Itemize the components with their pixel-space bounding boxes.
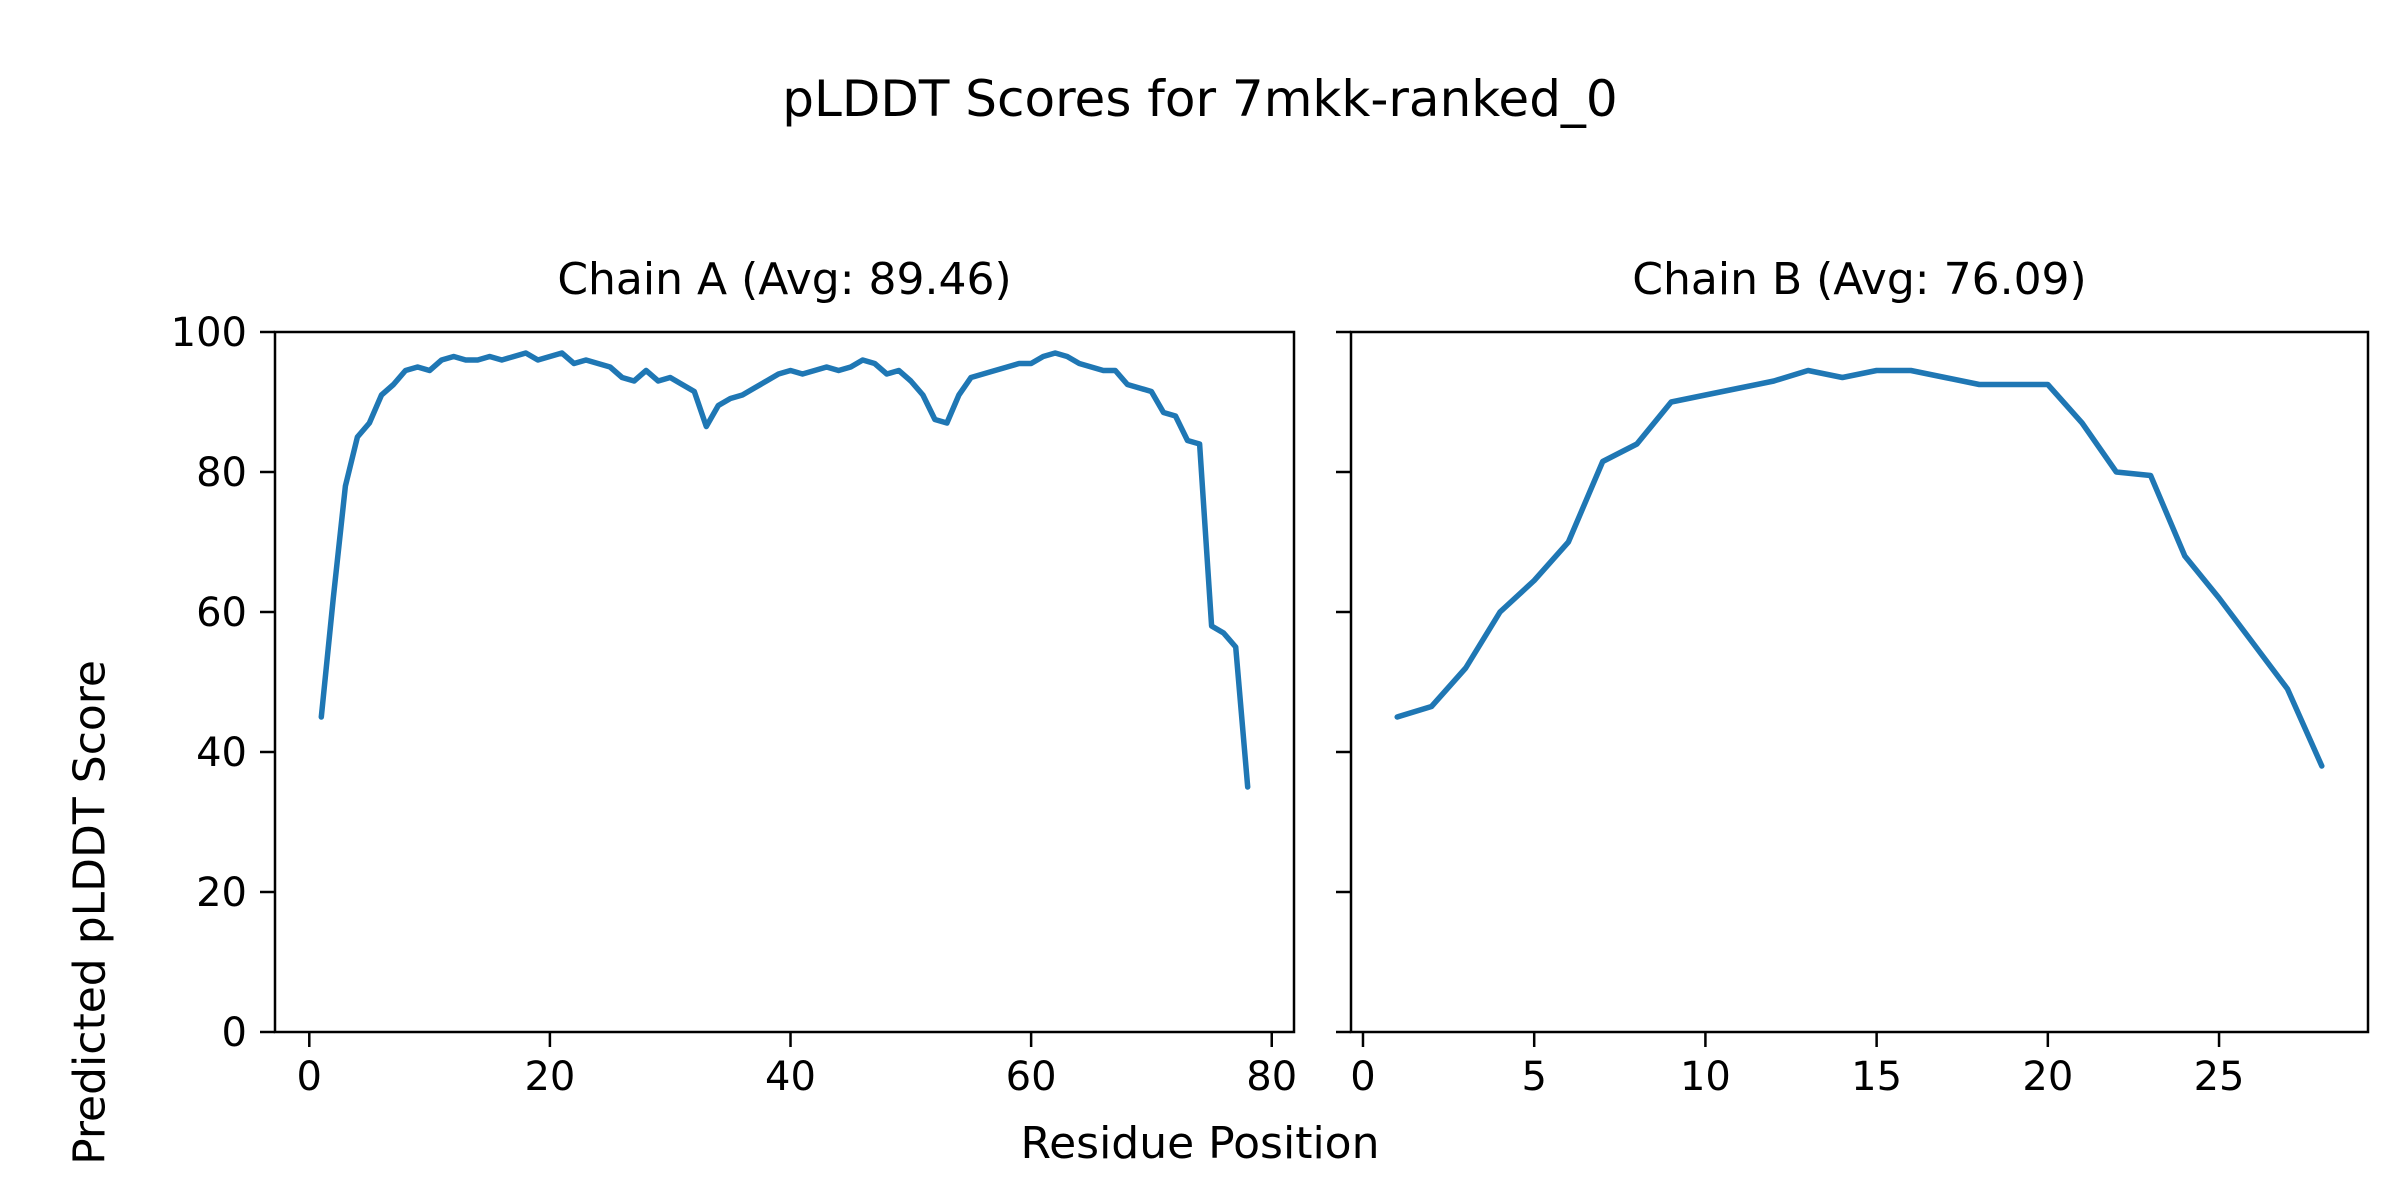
y-tick-label: 0 (222, 1010, 247, 1056)
figure-title: pLDDT Scores for 7mkk-ranked_0 (782, 70, 1618, 128)
x-tick-label: 40 (765, 1054, 816, 1100)
x-tick-label: 25 (2194, 1054, 2245, 1100)
x-tick-label: 0 (1350, 1054, 1375, 1100)
chain-b-plot: 0 5 10 15 20 25 (1336, 330, 2370, 1100)
y-axis-label-text: Predicted pLDDT Score (64, 660, 115, 1165)
x-tick-label: 20 (524, 1054, 575, 1100)
x-tick-label: 0 (297, 1054, 322, 1100)
x-tick-label: 10 (1680, 1054, 1731, 1100)
x-tick-label: 15 (1851, 1054, 1902, 1100)
chain-a-subplot-title: Chain A (Avg: 89.46) (557, 254, 1012, 305)
plddt-line (318, 350, 1251, 790)
y-tick-label: 40 (196, 730, 247, 776)
chain-a-plot: 0 20 40 60 80 0 20 40 60 80 100 (171, 310, 1298, 1100)
x-tick-label: 80 (1246, 1054, 1297, 1100)
y-tick-label: 100 (171, 310, 247, 356)
x-tick-label: 20 (2022, 1054, 2073, 1100)
y-tick-label: 80 (196, 450, 247, 496)
plddt-line (1394, 367, 2325, 769)
plot-border (273, 330, 1296, 1034)
x-axis-label: Residue Position (1020, 1118, 1380, 1169)
y-tick-label: 60 (196, 590, 247, 636)
chain-b-subplot-title: Chain B (Avg: 76.09) (1632, 254, 2087, 305)
plot-border (1349, 330, 2370, 1034)
y-tick-label: 20 (196, 870, 247, 916)
x-tick-label: 60 (1006, 1054, 1057, 1100)
x-tick-label: 5 (1521, 1054, 1546, 1100)
